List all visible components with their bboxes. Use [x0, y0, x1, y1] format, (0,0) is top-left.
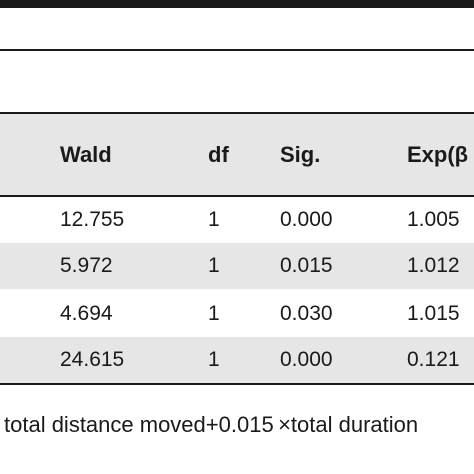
cell-wald: 12.755: [60, 208, 125, 231]
table-header-row: Wald df Sig. Exp(β: [0, 114, 474, 195]
cell-df: 1: [208, 302, 220, 325]
table-row: 12.755 1 0.000 1.005: [0, 197, 474, 243]
table-top-rule: [0, 49, 474, 51]
cell-df: 1: [208, 208, 220, 231]
header-wald: Wald: [60, 141, 112, 167]
table-footnote: total distance moved+0.015 ×total durati…: [4, 412, 419, 437]
top-border: [0, 0, 474, 8]
header-df: df: [208, 141, 229, 167]
cell-exp: 1.005: [407, 208, 460, 231]
header-top-rule: [0, 112, 474, 114]
cell-sig: 0.000: [280, 208, 333, 231]
cell-df: 1: [208, 254, 220, 277]
header-sig: Sig.: [280, 141, 321, 167]
table-bottom-rule: [0, 383, 474, 385]
table-row: 5.972 1 0.015 1.012: [0, 243, 474, 289]
cell-df: 1: [208, 348, 220, 371]
cell-sig: 0.015: [280, 254, 333, 277]
cell-exp: 1.015: [407, 302, 460, 325]
header-exp-beta: Exp(β: [407, 141, 469, 167]
cell-wald: 5.972: [60, 254, 113, 277]
cell-sig: 0.000: [280, 348, 333, 371]
table-row: 4.694 1 0.030 1.015: [0, 291, 474, 337]
table-row: 24.615 1 0.000 0.121: [0, 337, 474, 383]
cell-wald: 4.694: [60, 302, 113, 325]
cell-exp: 1.012: [407, 254, 460, 277]
header-bottom-rule: [0, 195, 474, 197]
cell-sig: 0.030: [280, 302, 333, 325]
cell-wald: 24.615: [60, 348, 125, 371]
cell-exp: 0.121: [407, 348, 460, 371]
